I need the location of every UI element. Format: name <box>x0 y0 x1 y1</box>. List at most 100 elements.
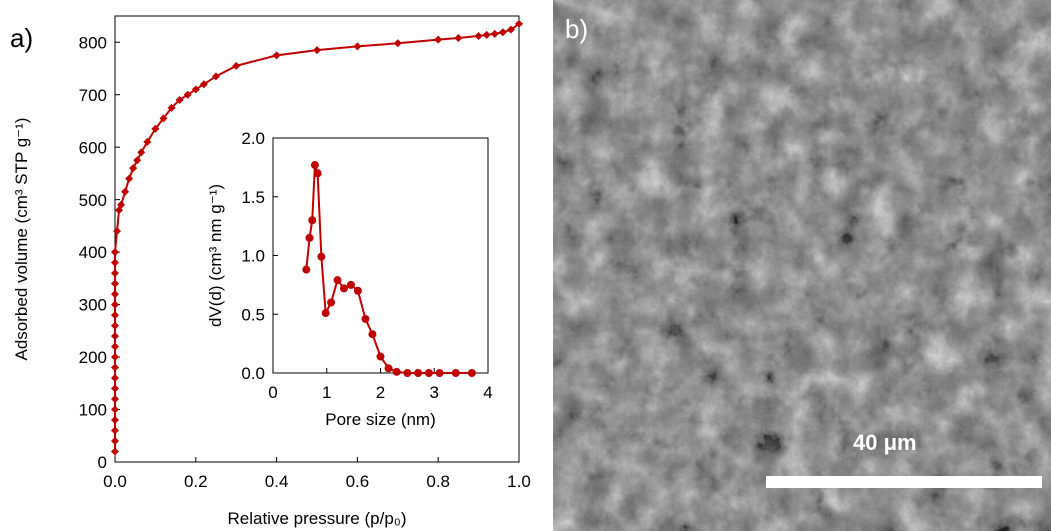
inset-data-point <box>424 369 433 377</box>
inset-data-point <box>353 286 362 295</box>
inset-data-point <box>305 233 314 242</box>
main-data-point <box>111 395 119 404</box>
main-data-point <box>111 405 119 414</box>
inset-x-tick-label: 3 <box>430 383 439 402</box>
main-data-point <box>353 42 362 51</box>
inset-data-point <box>403 369 412 377</box>
main-data-point <box>111 416 119 425</box>
main-data-point <box>111 248 119 257</box>
inset-y-tick-label: 2.0 <box>241 129 265 148</box>
main-data-point <box>121 187 130 196</box>
main-data-point <box>111 300 119 309</box>
main-data-point <box>125 174 134 183</box>
inset-y-axis-label: dV(d) (cm³ nm g⁻¹) <box>206 184 225 327</box>
main-data-point <box>111 258 119 267</box>
main-data-point <box>111 447 119 456</box>
main-data-point <box>111 426 119 435</box>
inset-y-tick-label: 1.0 <box>241 247 265 266</box>
inset-data-point <box>435 369 444 377</box>
main-data-point <box>393 39 402 48</box>
panel-a-label: a) <box>10 23 33 53</box>
main-data-point <box>313 46 321 55</box>
main-data-point <box>111 321 119 330</box>
main-data-point <box>111 332 119 341</box>
main-data-point <box>515 19 523 28</box>
main-plot-frame <box>114 15 520 463</box>
sem-micrograph <box>553 0 1051 531</box>
main-x-tick-label: 0.2 <box>184 472 208 491</box>
main-y-tick-label: 200 <box>79 348 107 367</box>
main-data-point <box>159 114 168 123</box>
inset-data-point <box>346 280 355 289</box>
main-data-point <box>506 25 515 34</box>
main-data-point <box>482 30 491 39</box>
main-data-point <box>232 61 241 70</box>
inset-data-point <box>451 369 460 377</box>
main-data-point <box>175 95 184 104</box>
main-data-point <box>111 342 119 351</box>
main-data-point <box>151 124 160 133</box>
main-data-point <box>143 137 152 146</box>
inset-x-tick-label: 1 <box>322 383 331 402</box>
inset-data-point <box>333 276 342 285</box>
main-data-point <box>191 85 200 94</box>
isotherm-chart: a) 0.0 0.2 0.4 0.6 0.8 1.0 0 100 200 300 400 500 600… <box>10 15 531 528</box>
main-data-point <box>167 103 176 112</box>
main-data-point <box>111 353 119 362</box>
inset-x-tick-label: 2 <box>376 383 385 402</box>
main-y-tick-label: 600 <box>79 138 107 157</box>
inset-x-axis-label: Pore size (nm) <box>325 410 436 429</box>
inset-data-point <box>414 369 423 377</box>
main-data-point <box>111 363 119 372</box>
main-x-tick-label: 0.0 <box>103 472 127 491</box>
main-data-point <box>490 29 499 38</box>
inset-data-point <box>376 352 385 361</box>
inset-x-tick-label: 0 <box>268 383 277 402</box>
main-data-point <box>111 437 119 446</box>
main-data-point <box>454 34 463 43</box>
main-data-point <box>129 164 138 173</box>
main-data-point <box>272 51 281 60</box>
main-y-axis-label: Adsorbed volume (cm³ STP g⁻¹) <box>12 118 31 361</box>
scale-bar-label: 40 μm <box>853 430 917 455</box>
inset-data-point <box>302 265 311 274</box>
inset-data-point <box>317 252 326 261</box>
inset-series-line <box>305 164 472 374</box>
main-y-tick-label: 700 <box>79 86 107 105</box>
main-data-point <box>111 311 119 320</box>
inset-data-point <box>368 330 377 339</box>
main-x-tick-label: 0.6 <box>346 472 370 491</box>
main-data-point <box>111 279 119 288</box>
main-data-point <box>137 148 146 157</box>
main-data-point <box>199 80 208 89</box>
inset-data-point <box>361 314 370 323</box>
inset-data-point <box>339 284 348 293</box>
scale-bar <box>766 476 1042 488</box>
main-y-tick-label: 800 <box>79 33 107 52</box>
main-data-point <box>133 156 142 165</box>
main-data-point <box>117 200 126 209</box>
main-data-point <box>183 90 192 99</box>
main-x-tick-label: 0.8 <box>426 472 450 491</box>
main-x-tick-label: 0.4 <box>265 472 289 491</box>
main-x-tick-label: 1.0 <box>507 472 531 491</box>
inset-data-point <box>392 367 401 376</box>
main-data-point <box>111 374 119 383</box>
main-data-point <box>434 35 443 44</box>
inset-y-tick-label: 1.5 <box>241 188 265 207</box>
main-series-line <box>114 23 520 452</box>
main-y-tick-label: 500 <box>79 191 107 210</box>
main-data-point <box>498 28 507 37</box>
main-data-point <box>113 227 122 236</box>
inset-x-tick-label: 4 <box>483 383 492 402</box>
main-data-point <box>111 269 119 278</box>
main-x-axis-label: Relative pressure (p/p₀) <box>227 509 406 528</box>
inset-data-point <box>327 298 336 307</box>
main-y-tick-label: 400 <box>79 243 107 262</box>
sem-image: b) 40 μm <box>553 0 1051 531</box>
inset-data-point <box>321 309 330 318</box>
inset-y-tick-label: 0.5 <box>241 305 265 324</box>
main-data-point <box>111 384 119 393</box>
main-y-tick-label: 100 <box>79 401 107 420</box>
inset-data-point <box>308 216 317 225</box>
